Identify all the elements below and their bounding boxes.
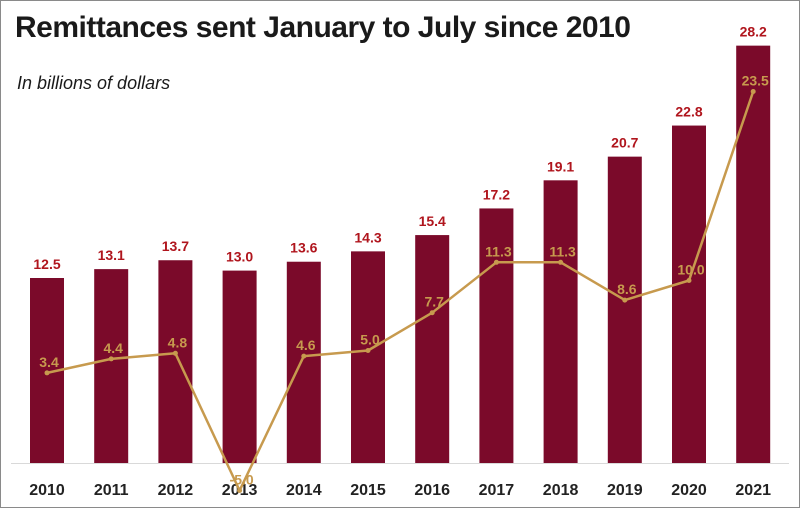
x-tick-label: 2011	[94, 482, 129, 499]
bar	[543, 180, 578, 463]
chart-subtitle: In billions of dollars	[17, 73, 171, 93]
line-point	[237, 488, 243, 493]
x-tick-label: 2015	[350, 482, 386, 499]
bar-value-label: 20.7	[611, 135, 638, 151]
line-value-label: 4.8	[168, 334, 188, 350]
line-value-label: 8.6	[617, 281, 637, 297]
line-value-label: 4.6	[296, 337, 316, 353]
bar-value-label: 28.2	[740, 24, 767, 40]
line-value-label: -5.0	[230, 472, 254, 488]
line-value-label: 7.7	[424, 294, 444, 310]
x-tick-label: 2016	[414, 482, 450, 499]
line-point	[558, 259, 564, 265]
growth-line	[46, 91, 755, 492]
bar	[158, 260, 193, 463]
bar	[222, 270, 257, 463]
bar-value-label: 13.7	[162, 238, 189, 254]
line-point	[301, 353, 307, 359]
line-point	[429, 310, 435, 316]
line-point	[750, 89, 756, 94]
line-value-label: 11.3	[485, 243, 512, 259]
bar-value-label: 14.3	[354, 229, 381, 245]
x-tick-label: 2017	[479, 482, 515, 499]
bar	[94, 269, 129, 463]
bar	[286, 261, 321, 463]
x-tick-label: 2020	[671, 482, 707, 499]
line-value-label: 23.5	[742, 73, 769, 89]
line-value-label: 4.4	[103, 340, 123, 356]
bar	[607, 156, 642, 463]
bar-value-label: 17.2	[483, 186, 510, 202]
line-point	[622, 297, 628, 303]
bar	[672, 125, 706, 463]
bar-value-label: 19.1	[547, 158, 574, 174]
bar-value-label: 12.5	[33, 256, 60, 272]
bar	[351, 251, 385, 463]
line-point	[493, 259, 499, 265]
bar-value-label: 13.1	[98, 247, 125, 263]
x-tick-label: 2010	[29, 482, 65, 499]
x-tick-label: 2012	[158, 482, 194, 499]
line-point	[365, 348, 371, 353]
bar-value-label: 13.0	[226, 249, 253, 265]
line-value-label: 11.3	[549, 243, 576, 259]
bar-value-label: 22.8	[675, 104, 702, 120]
x-tick-label: 2018	[543, 482, 579, 499]
bar	[415, 235, 450, 463]
line-point	[172, 350, 178, 356]
x-tick-label: 2019	[607, 482, 643, 499]
bar	[479, 208, 514, 463]
line-value-label: 3.4	[39, 354, 59, 370]
line-point	[108, 356, 114, 362]
x-tick-label: 2014	[286, 482, 322, 499]
bar-value-label: 13.6	[290, 240, 317, 256]
chart-title: Remittances sent January to July since 2…	[15, 11, 631, 44]
bar	[736, 45, 771, 463]
line-value-label: 10.0	[677, 262, 704, 278]
line-value-label: 5.0	[360, 332, 380, 348]
line-point	[44, 370, 50, 376]
x-tick-label: 2021	[735, 482, 771, 499]
line-point	[686, 278, 692, 283]
bar-value-label: 15.4	[419, 213, 446, 229]
